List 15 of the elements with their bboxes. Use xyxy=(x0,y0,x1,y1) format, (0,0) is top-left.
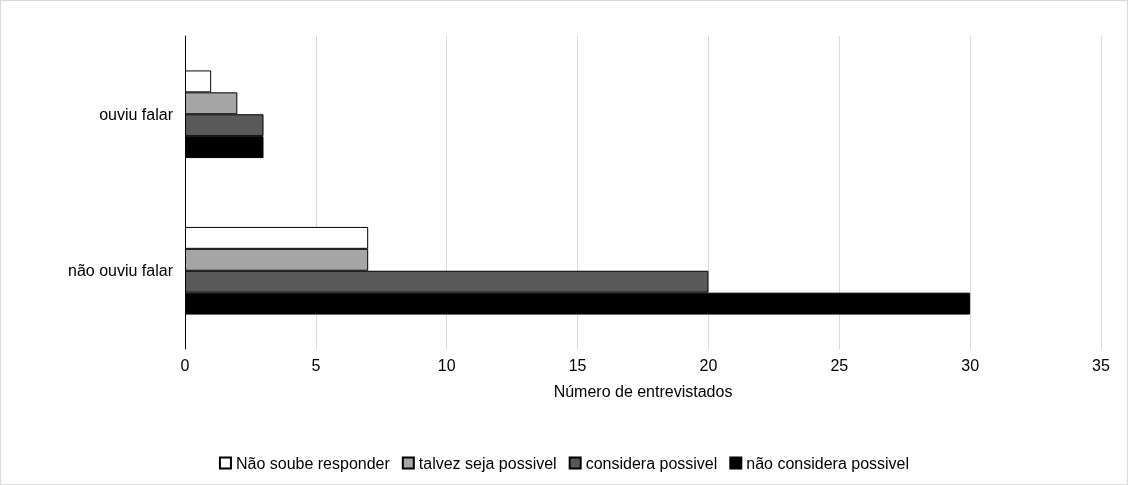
x-tick-label: 5 xyxy=(311,356,321,374)
legend-label: não considera possivel xyxy=(746,454,910,472)
x-tick-label: 15 xyxy=(568,356,587,374)
x-tick-label: 10 xyxy=(437,356,456,374)
x-tick-label: 25 xyxy=(830,356,849,374)
x-axis-title: Número de entrevistados xyxy=(553,382,733,400)
x-tick-label: 35 xyxy=(1092,356,1110,374)
x-tick-label: 20 xyxy=(699,356,718,374)
x-tick-label: 0 xyxy=(180,356,190,374)
y-tick-label: ouviu falar xyxy=(99,105,174,123)
legend-label: considera possivel xyxy=(585,454,718,472)
legend-label: talvez seja possivel xyxy=(418,454,557,472)
legend-label: Não soube responder xyxy=(235,454,391,472)
x-tick-label: 30 xyxy=(961,356,980,374)
y-tick-label: não ouviu falar xyxy=(68,262,174,280)
